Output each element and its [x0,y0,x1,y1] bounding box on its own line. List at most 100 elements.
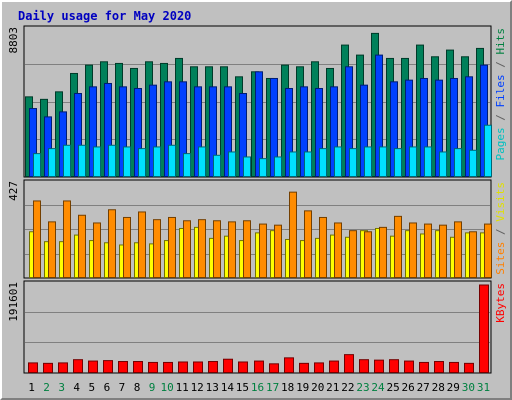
legend-item-3: Files [494,74,507,107]
legend-item-2: / [494,222,507,242]
day-label-29: 29 [447,381,460,394]
sites-bar-day-6 [108,209,116,278]
day-label-3: 3 [58,381,65,394]
pages-bar-day-24 [379,146,387,177]
sites-bar-day-17 [274,224,282,278]
day-label-1: 1 [28,381,35,394]
kbytes-bar-day-28 [434,361,444,373]
sites-bar-day-23 [364,231,372,278]
kbytes-bar-day-13 [208,361,218,373]
kbytes-bar-day-15 [238,361,248,373]
panel-2: 427 Sites / Visits [7,179,507,279]
pages-bar-day-2 [48,148,56,178]
sites-bar-day-18 [289,191,297,278]
panel-max-label: 8803 [7,27,20,54]
kbytes-bar-day-16 [254,360,264,373]
pages-bar-day-30 [469,149,477,177]
kbytes-bar-day-9 [148,361,158,373]
kbytes-bar-day-3 [58,362,68,373]
sites-bar-day-29 [454,221,462,278]
kbytes-bar-day-12 [193,361,203,373]
day-label-25: 25 [386,381,399,394]
pages-bar-day-27 [424,146,432,177]
panel-legend: Pages / Files / Hits [494,28,507,161]
kbytes-bar-day-14 [223,358,233,374]
panel-max-label: 427 [7,181,20,201]
day-label-7: 7 [119,381,126,394]
pages-bar-day-13 [213,154,221,177]
sites-series [33,191,492,279]
pages-bar-day-9 [153,146,161,177]
pages-bar-day-28 [439,151,447,177]
pages-bar-day-11 [183,153,191,178]
legend-item-1: Pages [494,127,507,160]
pages-bar-day-4 [78,144,86,178]
kbytes-bar-day-18 [284,357,294,374]
pages-series [33,124,492,178]
day-label-4: 4 [73,381,80,394]
kbytes-bar-day-25 [389,359,399,374]
sites-bar-day-24 [379,226,387,278]
pages-bar-day-26 [409,146,417,177]
sites-bar-day-20 [319,216,327,279]
day-axis: 1 2 3 4 5 6 7 8 9 10 11 12 13 14 15 16 17 18 19 20 21 22 23 24 2… [28,381,490,394]
kbytes-bar-day-6 [103,360,113,374]
day-label-16: 16 [251,381,264,394]
sites-bar-day-13 [213,220,221,279]
pages-bar-day-6 [108,144,116,178]
sites-bar-day-15 [243,220,251,279]
chart-title: Daily usage for May 2020 [18,9,191,23]
sites-bar-day-2 [48,221,56,278]
panel-1: 8803 Pages / Files / Hits [7,25,507,178]
kbytes-bar-day-19 [299,362,309,373]
day-label-23: 23 [356,381,369,394]
legend-item-1: KBytes [494,283,507,323]
pages-bar-day-18 [289,151,297,177]
day-label-28: 28 [432,381,445,394]
legend-item-3: Visits [494,182,507,222]
kbytes-bar-day-23 [359,359,369,374]
sites-bar-day-21 [334,222,342,279]
sites-bar-day-10 [168,216,176,279]
pages-bar-day-20 [319,148,327,178]
sites-bar-day-31 [484,223,492,278]
sites-bar-day-27 [424,223,432,278]
pages-bar-day-1 [33,153,41,178]
pages-bar-day-19 [304,151,312,177]
kbytes-bar-day-30 [464,362,474,373]
kbytes-bar-day-4 [73,359,83,374]
kbytes-bar-day-7 [118,361,128,373]
sites-bar-day-19 [304,210,312,279]
day-label-15: 15 [236,381,249,394]
day-label-12: 12 [191,381,204,394]
kbytes-bar-day-10 [163,361,173,373]
sites-bar-day-25 [394,215,402,278]
pages-bar-day-23 [364,146,372,177]
sites-bar-day-3 [63,200,71,278]
sites-bar-day-7 [123,216,131,279]
panel-plot-area [23,280,492,374]
day-label-14: 14 [221,381,235,394]
panel-3: 191601 KBytes [7,280,507,374]
day-label-30: 30 [462,381,475,394]
panel-legend: KBytes [494,283,507,323]
sites-bar-day-14 [228,221,236,278]
sites-bar-day-8 [138,211,146,278]
day-label-18: 18 [281,381,294,394]
day-label-22: 22 [341,381,354,394]
kbytes-bar-day-22 [344,354,354,373]
sites-bar-day-12 [198,219,206,279]
kbytes-bar-day-1 [28,362,38,373]
pages-bar-day-14 [228,151,236,177]
pages-bar-day-3 [63,144,71,178]
legend-item-5: Hits [494,28,507,55]
sites-bar-day-11 [183,220,191,279]
sites-bar-day-4 [78,214,86,278]
day-label-10: 10 [160,381,173,394]
pages-bar-day-21 [334,146,342,177]
pages-bar-day-29 [454,148,462,178]
kbytes-bar-day-8 [133,361,143,373]
kbytes-bar-day-24 [374,359,384,374]
panel-max-label: 191601 [7,282,20,322]
